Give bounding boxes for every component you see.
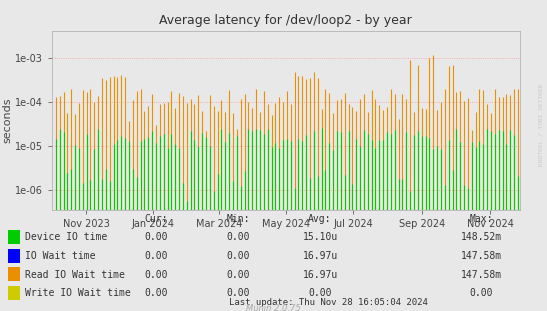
Text: Munin 2.0.75: Munin 2.0.75 — [246, 304, 301, 311]
Text: Avg:: Avg: — [309, 214, 331, 224]
Text: Read IO Wait time: Read IO Wait time — [25, 270, 125, 280]
Text: 16.97u: 16.97u — [302, 251, 337, 261]
Text: Last update: Thu Nov 28 16:05:04 2024: Last update: Thu Nov 28 16:05:04 2024 — [229, 298, 428, 307]
Y-axis label: seconds: seconds — [2, 98, 12, 143]
Text: 0.00: 0.00 — [144, 288, 167, 298]
Text: 147.58m: 147.58m — [461, 270, 502, 280]
Text: RRDTOOL / TOBI OETIKER: RRDTOOL / TOBI OETIKER — [538, 83, 543, 166]
Text: Write IO Wait time: Write IO Wait time — [25, 288, 130, 298]
Text: 15.10u: 15.10u — [302, 232, 337, 242]
Text: Device IO time: Device IO time — [25, 232, 107, 242]
Text: 0.00: 0.00 — [226, 251, 249, 261]
Text: 148.52m: 148.52m — [461, 232, 502, 242]
Text: IO Wait time: IO Wait time — [25, 251, 95, 261]
Text: 0.00: 0.00 — [144, 251, 167, 261]
Text: Max:: Max: — [470, 214, 493, 224]
Text: 16.97u: 16.97u — [302, 270, 337, 280]
Text: 0.00: 0.00 — [226, 288, 249, 298]
Text: 0.00: 0.00 — [226, 270, 249, 280]
Title: Average latency for /dev/loop2 - by year: Average latency for /dev/loop2 - by year — [159, 14, 412, 27]
Text: 0.00: 0.00 — [144, 232, 167, 242]
Text: 0.00: 0.00 — [226, 232, 249, 242]
Text: Cur:: Cur: — [144, 214, 167, 224]
Text: 147.58m: 147.58m — [461, 251, 502, 261]
Text: 0.00: 0.00 — [470, 288, 493, 298]
Text: 0.00: 0.00 — [309, 288, 331, 298]
Text: 0.00: 0.00 — [144, 270, 167, 280]
Text: Min:: Min: — [226, 214, 249, 224]
